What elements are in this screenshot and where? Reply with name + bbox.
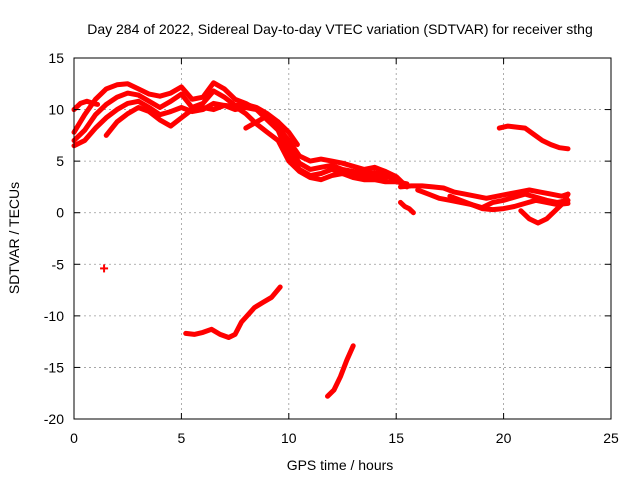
x-tick-label: 15	[388, 430, 404, 446]
x-tick-label: 25	[603, 430, 619, 446]
y-tick-label: -20	[44, 411, 64, 427]
y-tick-label: 5	[56, 153, 64, 169]
series-track-12	[496, 123, 571, 152]
grid-lines	[74, 58, 611, 419]
x-tick-label: 10	[281, 430, 297, 446]
y-tick-label: 0	[56, 205, 64, 221]
series-track-5	[71, 98, 101, 113]
x-tick-label: 5	[178, 430, 186, 446]
data-traces	[71, 80, 571, 399]
series-track-6	[243, 113, 300, 148]
series-track-7	[398, 183, 571, 201]
x-tick-label: 20	[496, 430, 512, 446]
series-track-9	[447, 193, 571, 213]
y-tick-label: -15	[44, 359, 64, 375]
y-tick-label: -5	[52, 256, 65, 272]
y-tick-label: 10	[48, 102, 64, 118]
plot-frame	[73, 57, 612, 420]
y-tick-label: -10	[44, 308, 64, 324]
series-track-10	[518, 191, 571, 226]
y-axis-label: SDTVAR / TECUs	[6, 182, 22, 294]
x-tick-labels: 0 5 10 15 20 25	[70, 430, 619, 446]
y-tick-labels: -20 -15 -10 -5 0 5 10 15	[44, 50, 64, 427]
data-point-outlier	[100, 264, 109, 273]
series-track-13	[183, 284, 283, 340]
series-track-1	[71, 80, 410, 190]
y-tick-label: 15	[48, 50, 64, 66]
chart-title: Day 284 of 2022, Sidereal Day-to-day VTE…	[87, 21, 593, 37]
series-track-14	[325, 343, 356, 399]
axis-ticks	[73, 57, 612, 420]
x-tick-label: 0	[70, 430, 78, 446]
series-track-11	[398, 199, 416, 216]
x-axis-label: GPS time / hours	[287, 457, 394, 473]
